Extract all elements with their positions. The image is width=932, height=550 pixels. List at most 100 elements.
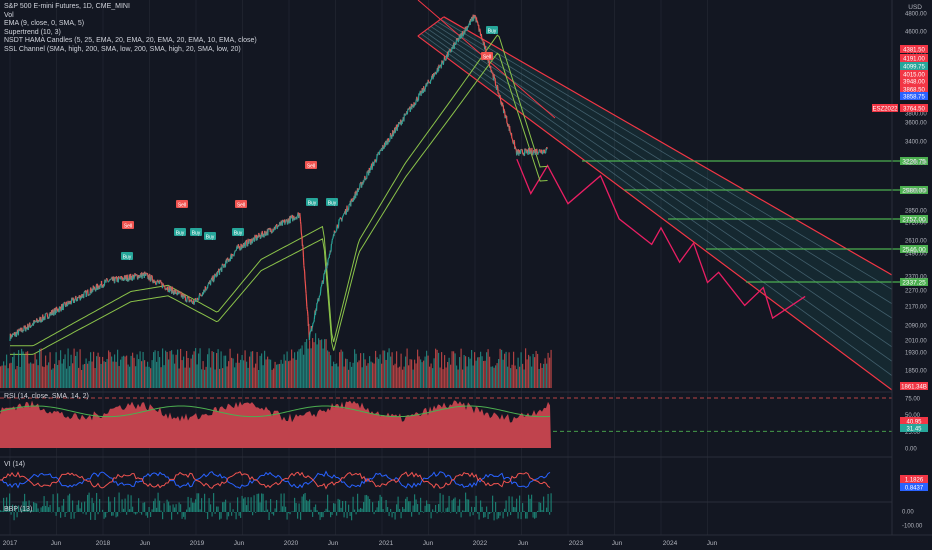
volume-bar	[447, 362, 449, 388]
bbp-bar	[126, 512, 128, 515]
bbp-bar	[282, 506, 284, 512]
volume-bar	[445, 367, 447, 388]
volume-bar	[502, 359, 504, 388]
volume-bar	[435, 348, 437, 388]
support-label: 2757.00	[902, 217, 926, 224]
bbp-bar	[90, 512, 92, 520]
bbp-bar	[222, 502, 224, 512]
bbp-bar	[234, 512, 236, 513]
volume-bar	[384, 350, 386, 388]
bbp-bar	[280, 493, 282, 512]
bbp-bar	[517, 512, 519, 519]
bbp-bar	[162, 512, 164, 520]
volume-bar	[472, 365, 474, 388]
volume-bar	[250, 351, 252, 388]
volume-bar	[534, 357, 536, 388]
bbp-bar	[247, 497, 249, 512]
volume-bar	[453, 351, 455, 388]
bbp-bar	[253, 495, 255, 512]
bbp-bar	[342, 501, 344, 512]
bbp-bar	[543, 496, 545, 512]
bbp-title[interactable]: BBP (13)	[4, 506, 33, 513]
bbp-bar	[171, 512, 173, 520]
bbp-bar	[292, 511, 294, 512]
bbp-bar	[130, 495, 132, 512]
volume-bar	[382, 350, 384, 388]
bbp-bar	[12, 504, 14, 512]
bbp-bar	[103, 512, 105, 519]
volume-bar	[19, 366, 21, 388]
volume-bar	[372, 362, 374, 388]
volume-bar	[85, 358, 87, 388]
volume-bar	[528, 354, 530, 388]
volume-bar	[30, 362, 32, 388]
signal-buy: Buy	[326, 198, 338, 207]
indicator-ssl[interactable]: SSL Channel (SMA, high, 200, SMA, low, 2…	[4, 45, 241, 53]
indicator-ema[interactable]: EMA (9, close, 0, SMA, 5)	[4, 20, 85, 27]
price-tag	[900, 85, 928, 93]
bbp-bar	[61, 505, 63, 512]
volume-bar	[40, 348, 42, 388]
bbp-bar	[249, 511, 251, 512]
volume-bar	[18, 350, 20, 388]
bbp-bar	[376, 507, 378, 512]
price-tag	[900, 45, 928, 53]
price-tag-label: 3858.75	[903, 95, 925, 101]
volume-bar	[292, 358, 294, 388]
bbp-bar	[388, 512, 390, 517]
volume-bar	[130, 355, 132, 388]
volume-bar	[433, 358, 435, 388]
indicator-supertrend[interactable]: Supertrend (10, 3)	[4, 28, 61, 36]
bbp-bar	[408, 501, 410, 512]
volume-bar	[154, 350, 156, 388]
bbp-bar	[381, 496, 383, 512]
bbp-bar	[169, 505, 171, 512]
volume-bar	[21, 348, 23, 388]
bbp-bar	[7, 506, 9, 512]
volume-bar	[228, 361, 230, 388]
volume-bar	[361, 367, 363, 388]
vi-title[interactable]: VI (14)	[4, 461, 26, 468]
bbp-bar	[424, 505, 426, 512]
bbp-bar	[303, 494, 305, 512]
price-tag	[900, 62, 928, 70]
signal-sell: Sell	[481, 52, 493, 61]
volume-bar	[510, 368, 512, 388]
bbp-bar	[21, 508, 23, 512]
volume-bar	[129, 366, 131, 388]
bbp-bar	[459, 499, 461, 512]
bbp-bar	[66, 512, 68, 513]
symbol-tag	[872, 104, 898, 112]
bbp-bar	[274, 508, 276, 512]
bbp-bar	[312, 512, 314, 517]
volume-bar	[343, 366, 345, 388]
bbp-bar	[294, 497, 296, 512]
indicator-vol[interactable]: Vol	[4, 11, 14, 19]
volume-bar	[516, 369, 518, 388]
bbp-bar	[528, 494, 530, 512]
bbp-bar	[196, 493, 198, 512]
bbp-bar	[129, 509, 131, 512]
projection-path	[516, 158, 806, 320]
bbp-bar	[315, 504, 317, 512]
volume-bar	[354, 349, 356, 388]
volume-bar	[441, 352, 443, 388]
volume-bar	[217, 349, 219, 388]
volume-bar	[82, 364, 84, 388]
volume-bar	[24, 355, 26, 388]
volume-bar	[165, 350, 167, 388]
volume-bar	[327, 350, 329, 388]
bbp-bar	[511, 496, 513, 512]
bbp-bar	[91, 497, 93, 512]
bbp-bar	[157, 492, 159, 512]
signal-buy: Buy	[204, 232, 216, 241]
channel-inner-line	[424, 30, 893, 362]
rsi-title[interactable]: RSI (14, close, SMA, 14, 2)	[4, 393, 89, 400]
volume-bar	[66, 368, 68, 388]
channel-left-edge	[417, 16, 445, 37]
volume-bar	[489, 356, 491, 388]
indicator-hama[interactable]: NSDT HAMA Candles (5, 25, EMA, 20, EMA, …	[4, 37, 257, 44]
volume-bar	[507, 366, 509, 388]
volume-bar	[115, 361, 117, 388]
